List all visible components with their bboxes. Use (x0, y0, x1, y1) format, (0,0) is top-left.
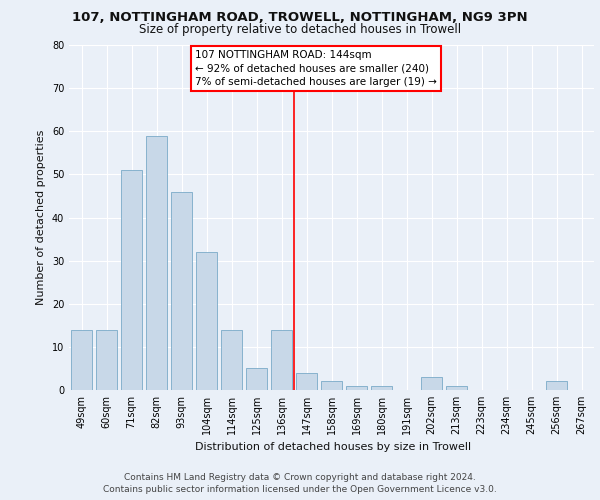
Bar (546, 382, 567, 390)
Bar (371, 386, 392, 390)
Bar (146, 136, 167, 390)
Bar (171, 192, 192, 390)
Bar (221, 330, 242, 390)
Bar (121, 170, 142, 390)
Bar (271, 330, 292, 390)
Bar (321, 382, 342, 390)
Bar (96, 330, 117, 390)
Y-axis label: Number of detached properties: Number of detached properties (36, 130, 46, 305)
Bar (71, 330, 92, 390)
Text: 107, NOTTINGHAM ROAD, TROWELL, NOTTINGHAM, NG9 3PN: 107, NOTTINGHAM ROAD, TROWELL, NOTTINGHA… (72, 11, 528, 24)
Bar (246, 368, 267, 390)
Text: Distribution of detached houses by size in Trowell: Distribution of detached houses by size … (195, 442, 471, 452)
Text: Contains HM Land Registry data © Crown copyright and database right 2024.
Contai: Contains HM Land Registry data © Crown c… (103, 472, 497, 494)
Bar (421, 377, 442, 390)
Text: 107 NOTTINGHAM ROAD: 144sqm
← 92% of detached houses are smaller (240)
7% of sem: 107 NOTTINGHAM ROAD: 144sqm ← 92% of det… (195, 50, 437, 86)
Bar (446, 386, 467, 390)
Bar (296, 373, 317, 390)
Bar (196, 252, 217, 390)
Text: Size of property relative to detached houses in Trowell: Size of property relative to detached ho… (139, 22, 461, 36)
Bar (346, 386, 367, 390)
